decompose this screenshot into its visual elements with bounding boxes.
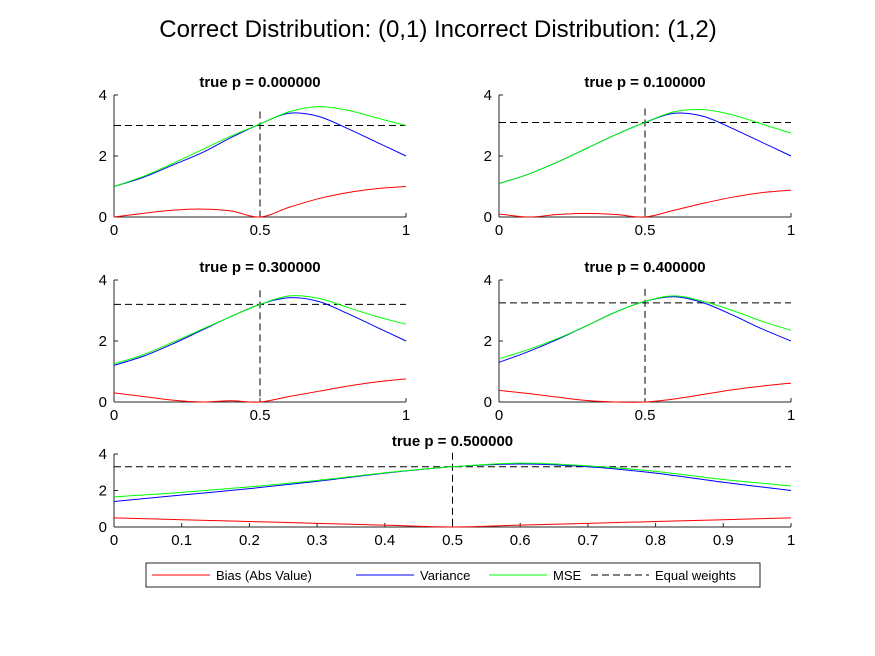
y-tick-label: 2 <box>99 148 107 165</box>
subplot-title: true p = 0.500000 <box>392 433 513 450</box>
y-tick-label: 0 <box>99 209 107 226</box>
x-tick-label: 0.9 <box>713 532 734 549</box>
y-tick-label: 0 <box>99 519 107 536</box>
subplot-title: true p = 0.000000 <box>199 74 320 91</box>
y-tick-label: 4 <box>99 446 107 463</box>
y-tick-label: 0 <box>484 394 492 411</box>
legend-label-equal: Equal weights <box>655 568 736 583</box>
y-tick-label: 2 <box>99 483 107 500</box>
subplot-title: true p = 0.100000 <box>584 74 705 91</box>
y-tick-label: 2 <box>484 333 492 350</box>
x-tick-label: 1 <box>787 222 795 239</box>
x-tick-label: 0.5 <box>250 407 271 424</box>
mse-series-line <box>113 106 407 187</box>
x-tick-label: 0 <box>110 407 118 424</box>
bias-series-line <box>113 517 792 528</box>
mse-series-line <box>113 295 407 365</box>
x-tick-label: 1 <box>402 407 410 424</box>
x-tick-label: 0.7 <box>577 532 598 549</box>
x-tick-label: 0.1 <box>171 532 192 549</box>
subplot-title: true p = 0.400000 <box>584 259 705 276</box>
legend-label-variance: Variance <box>420 568 470 583</box>
subplot-5: true p = 0.500000 0 0.1 0.2 0.3 0.4 0.5 0.6 0.7 0… <box>99 433 796 549</box>
figure-title: Correct Distribution: (0,1) Incorrect Di… <box>159 16 717 43</box>
bias-series-line <box>498 189 792 218</box>
x-tick-label: 0 <box>110 532 118 549</box>
bias-series-line <box>113 186 407 218</box>
y-tick-label: 4 <box>484 272 492 289</box>
y-tick-label: 4 <box>99 272 107 289</box>
legend-label-bias: Bias (Abs Value) <box>216 568 312 583</box>
y-tick-label: 2 <box>99 333 107 350</box>
x-tick-label: 1 <box>402 222 410 239</box>
mse-series-line <box>498 108 792 184</box>
x-tick-label: 0.5 <box>250 222 271 239</box>
legend-label-mse: MSE <box>553 568 582 583</box>
x-tick-label: 1 <box>787 407 795 424</box>
x-tick-label: 0.2 <box>239 532 260 549</box>
y-tick-label: 4 <box>99 87 107 104</box>
y-tick-label: 2 <box>484 148 492 165</box>
legend-box <box>145 562 761 588</box>
legend: Bias (Abs Value) Variance MSE Equal weights <box>145 562 761 588</box>
bias-series-line <box>498 382 792 403</box>
x-tick-label: 0.4 <box>374 532 395 549</box>
subplot-4: true p = 0.400000 0 0.5 1 0 2 4 <box>484 259 796 424</box>
mse-series-line <box>498 295 792 360</box>
x-tick-label: 0.6 <box>510 532 531 549</box>
x-tick-label: 0 <box>495 407 503 424</box>
y-tick-label: 4 <box>484 87 492 104</box>
x-tick-label: 0.5 <box>442 532 463 549</box>
mse-series-line <box>113 462 792 498</box>
x-tick-label: 0 <box>110 222 118 239</box>
subplot-2: true p = 0.100000 0 0.5 1 0 2 4 <box>484 74 796 239</box>
x-tick-label: 0.3 <box>307 532 328 549</box>
bias-series-line <box>113 378 407 403</box>
x-tick-label: 0.5 <box>635 222 656 239</box>
subplot-title: true p = 0.300000 <box>199 259 320 276</box>
x-tick-label: 0 <box>495 222 503 239</box>
x-tick-label: 0.5 <box>635 407 656 424</box>
x-tick-label: 0.8 <box>645 532 666 549</box>
subplot-3: true p = 0.300000 0 0.5 1 0 2 4 <box>99 259 411 424</box>
x-tick-label: 1 <box>787 532 795 549</box>
subplot-1: true p = 0.000000 0 0.5 1 0 2 4 <box>99 74 411 239</box>
y-tick-label: 0 <box>484 209 492 226</box>
y-tick-label: 0 <box>99 394 107 411</box>
